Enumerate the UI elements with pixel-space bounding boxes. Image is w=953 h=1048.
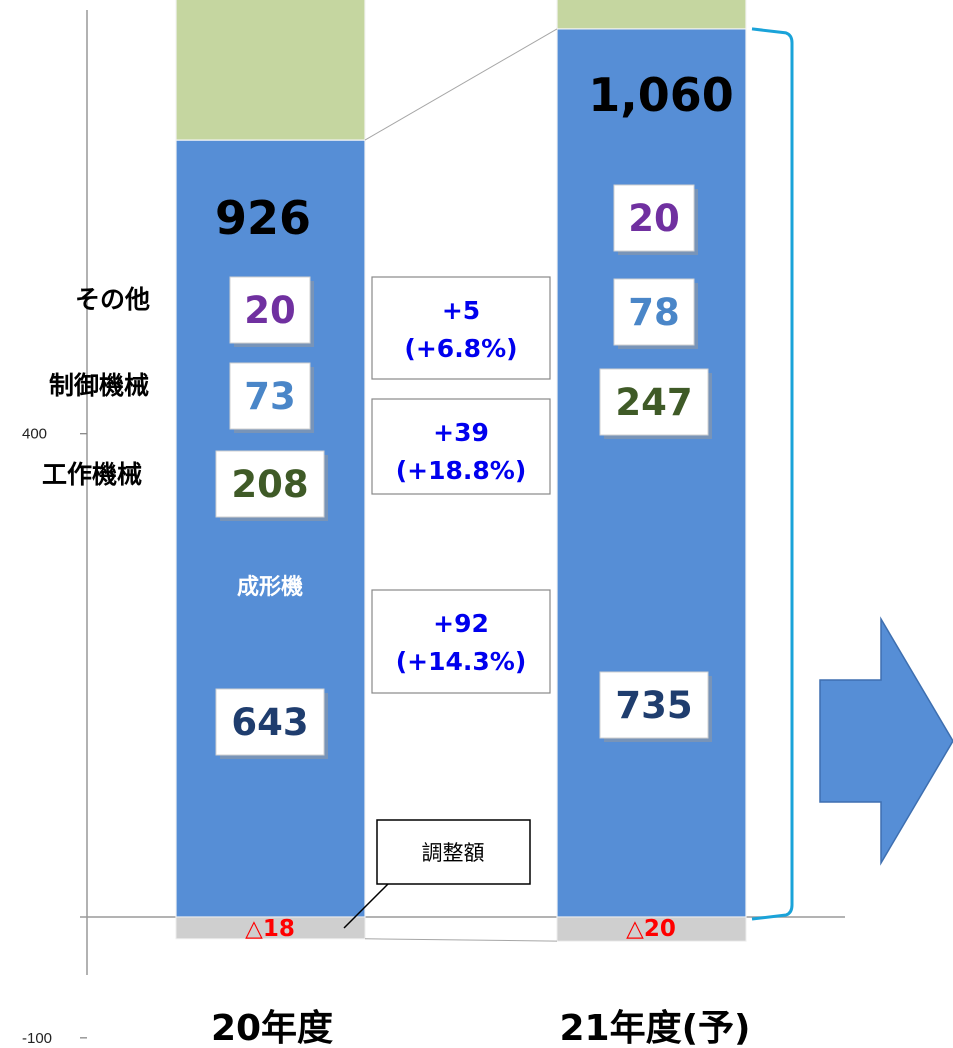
difference-delta-2: +92 (433, 609, 489, 638)
value-label-0-box (599, 671, 709, 739)
value-label-1-box (215, 450, 325, 518)
y-tick-label: -100 (22, 1030, 52, 1047)
category-label-1: 21年度(予) (559, 1008, 750, 1048)
difference-pct-0: (+6.8%) (404, 334, 517, 363)
value-label-2-box (613, 278, 695, 346)
value-label-2-box (229, 362, 311, 430)
value-label-3-box (229, 276, 311, 344)
right-arrow-icon (819, 616, 953, 866)
adjustment-segment (556, 916, 747, 942)
series-name-machine-tool: 工作機械 (42, 460, 142, 489)
value-label-1: 208 (231, 463, 308, 506)
series-name-control: 制御機械 (49, 371, 149, 400)
value-label-0-box (215, 688, 325, 756)
difference-delta-0: +5 (442, 296, 480, 325)
value-label-3: 20 (628, 197, 680, 240)
value-label-2: 73 (244, 375, 296, 418)
value-label-0: 643 (231, 701, 308, 744)
adjustment-label-1: △20 (626, 916, 676, 942)
difference-pct-1: (+18.8%) (396, 456, 527, 485)
value-label-2: 78 (628, 291, 680, 334)
adjustment-segment (175, 916, 366, 940)
category-label-0: 20年度 (211, 1008, 333, 1048)
connector-line (364, 28, 558, 141)
adjustment-label-0: △18 (245, 916, 295, 942)
difference-box-2 (371, 589, 551, 694)
connector-line (364, 938, 558, 942)
y-tick-label: 400 (22, 426, 47, 443)
bracket (751, 27, 794, 921)
difference-box-1 (371, 398, 551, 495)
series-name-other: その他 (75, 285, 150, 314)
value-label-0: 735 (615, 684, 692, 727)
adjustment-callout-label: 調整額 (422, 841, 485, 865)
adjustment-callout-box (376, 819, 531, 885)
adjustment-callout-pointer (343, 883, 389, 929)
bar-segment-0 (556, 28, 747, 918)
bar-segment-1 (556, 0, 747, 30)
bar-segment-1 (175, 0, 366, 141)
difference-box-0 (371, 276, 551, 380)
value-label-1-box (599, 368, 709, 436)
value-label-1: 247 (615, 381, 692, 424)
value-label-3-box (613, 184, 695, 252)
difference-delta-1: +39 (433, 418, 489, 447)
total-label-1: 1,060 (588, 68, 734, 122)
total-label-0: 926 (215, 191, 311, 245)
value-label-3: 20 (244, 289, 296, 332)
difference-pct-2: (+14.3%) (396, 647, 527, 676)
bar-segment-0 (175, 139, 366, 918)
series-name-molding: 成形機 (237, 575, 303, 600)
